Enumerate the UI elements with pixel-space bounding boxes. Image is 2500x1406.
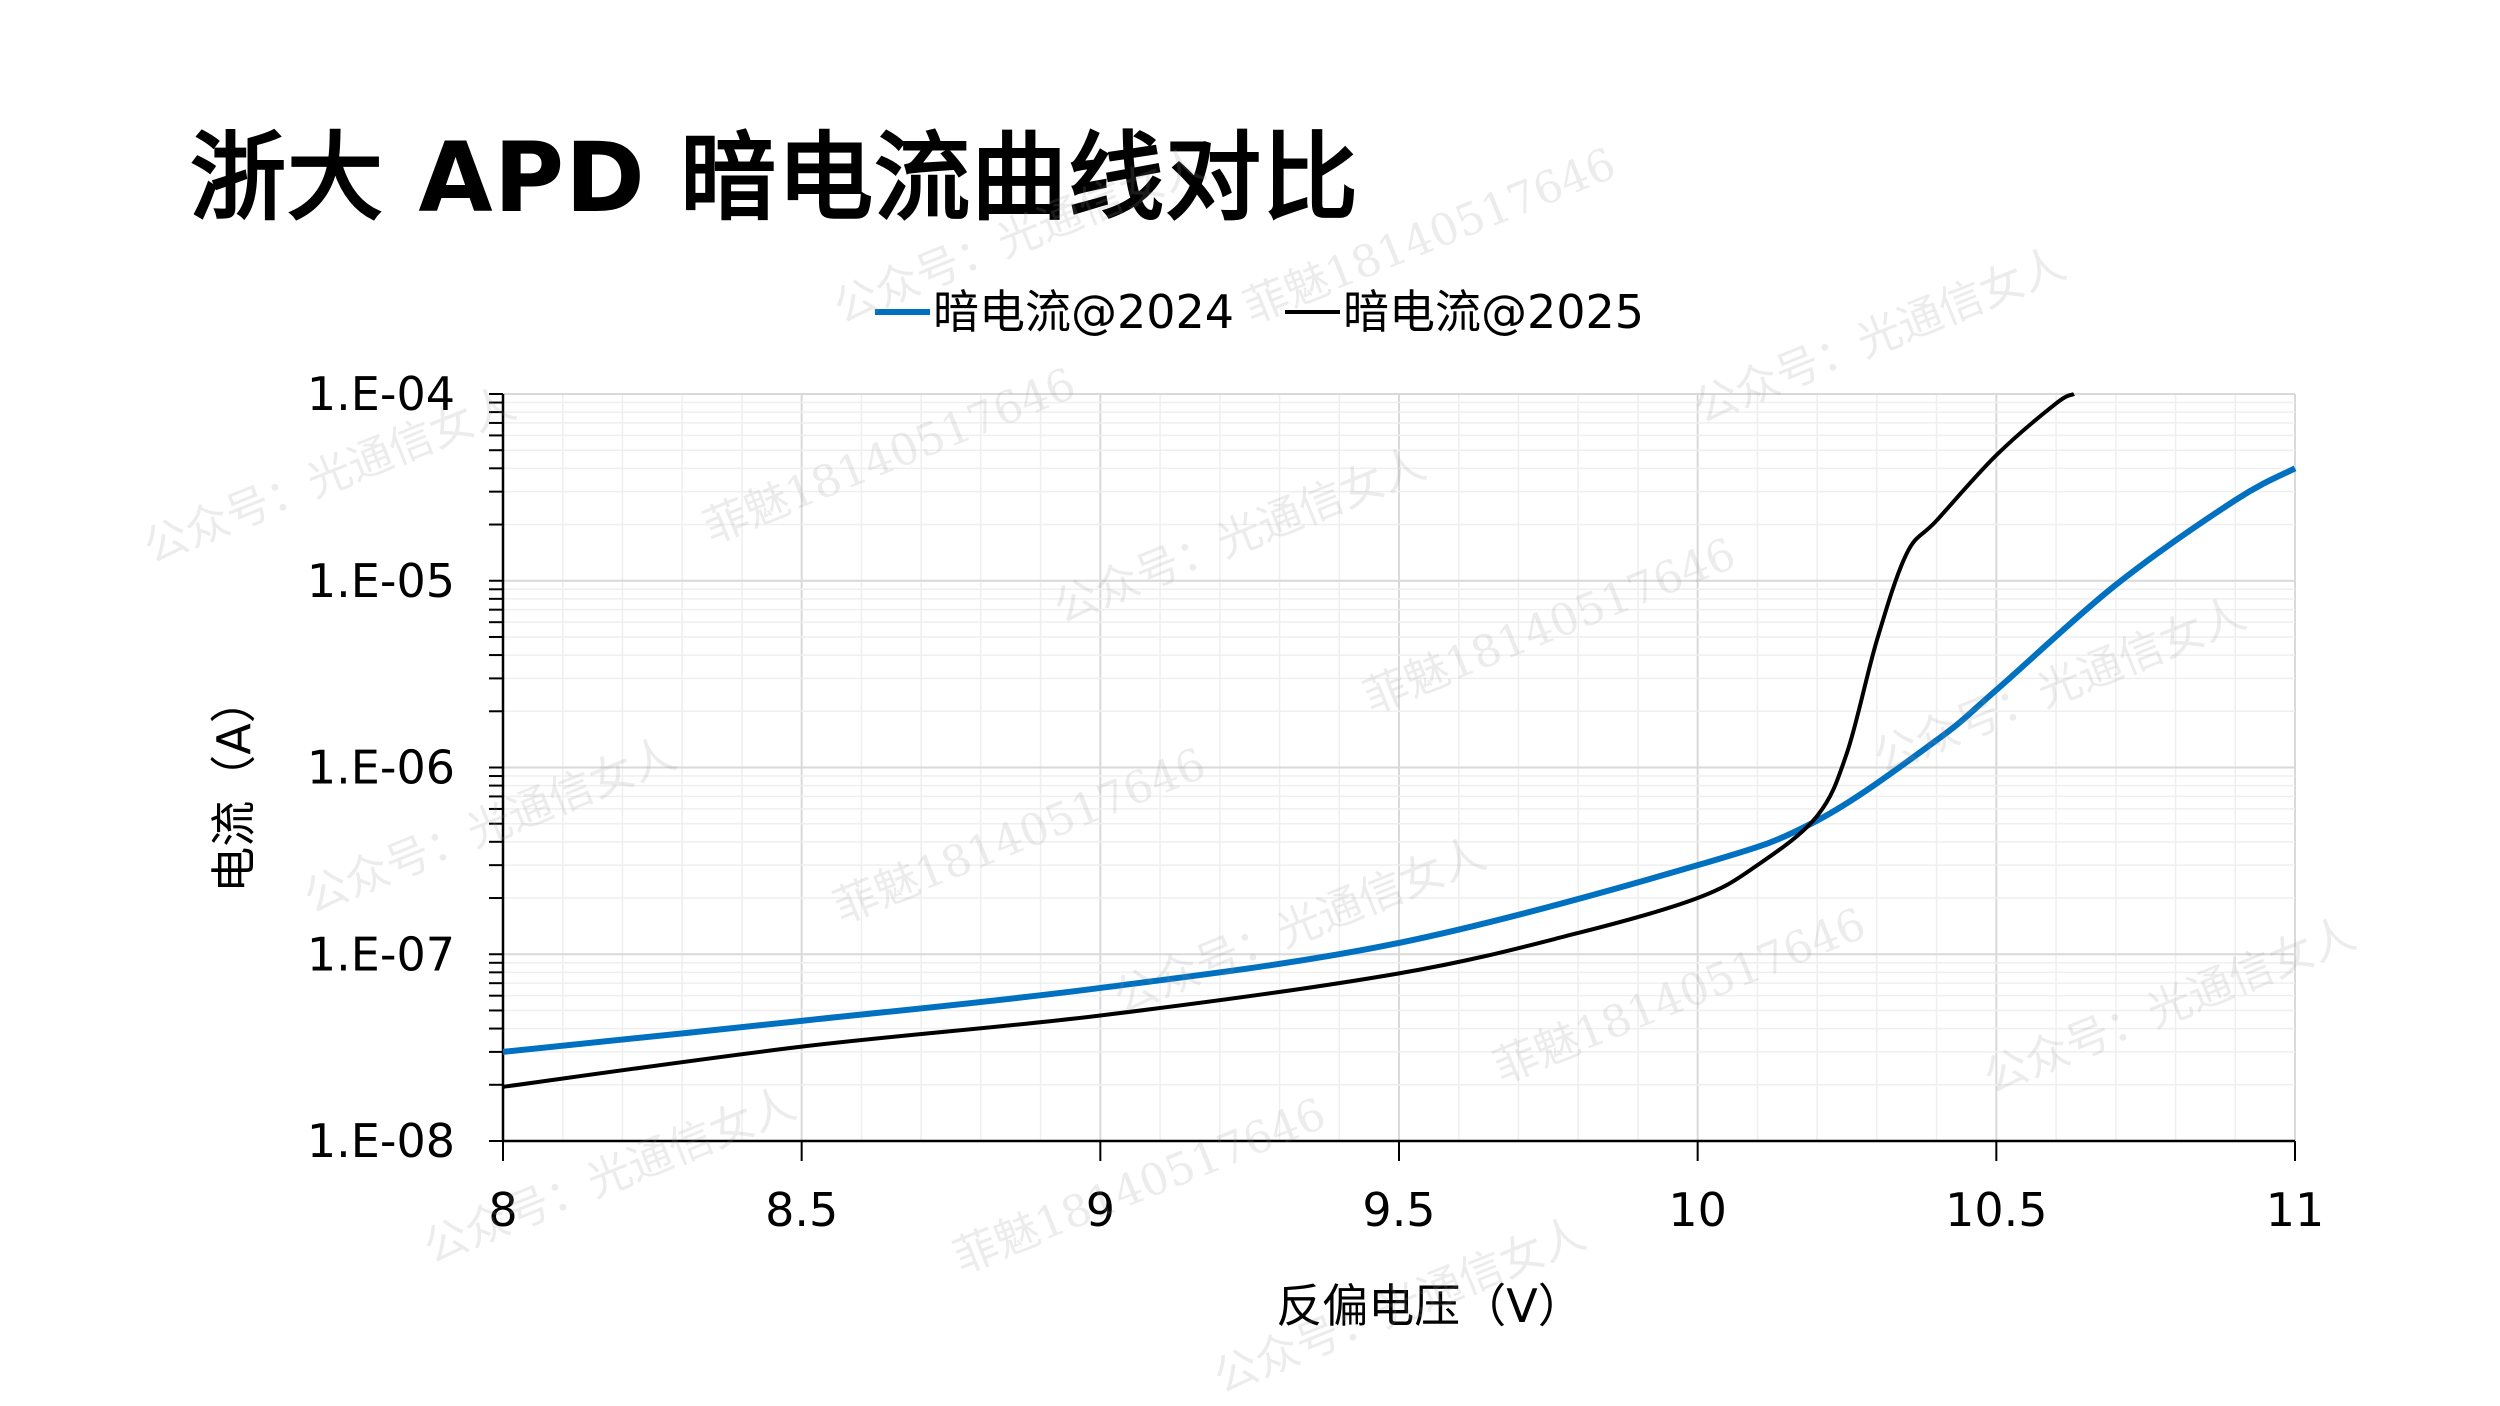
x-tick-label: 10 xyxy=(1668,1183,1727,1237)
legend-label: 暗电流@2025 xyxy=(1343,285,1644,339)
y-axis-label: 电流（A） xyxy=(207,677,261,892)
legend-label: 暗电流@2024 xyxy=(933,285,1234,339)
x-tick-label: 9 xyxy=(1086,1183,1115,1237)
x-tick-label: 8.5 xyxy=(765,1183,838,1237)
series-line-2025 xyxy=(502,392,2075,1089)
x-tick-label: 11 xyxy=(2266,1183,2325,1237)
axes: 8 8.5 9 9.5 10 10.5 11 1.E-08 1.E-07 1.E-06 1.E-05… xyxy=(307,367,2324,1237)
page-title: 浙大 APD 暗电流曲线对比 xyxy=(190,122,1360,234)
y-tick-label: 1.E-04 xyxy=(307,367,455,421)
y-tick-label: 1.E-07 xyxy=(307,927,455,981)
y-tick-label: 1.E-08 xyxy=(307,1114,455,1168)
x-tick-label: 9.5 xyxy=(1362,1183,1435,1237)
x-tick-label: 8 xyxy=(488,1183,517,1237)
x-axis-label: 反偏电压（V） xyxy=(1276,1279,1583,1333)
x-tick-label: 10.5 xyxy=(1945,1183,2047,1237)
legend: 暗电流@2024 暗电流@2025 xyxy=(875,285,1644,339)
y-tick-label: 1.E-05 xyxy=(307,554,455,608)
grid xyxy=(502,393,2296,1142)
y-tick-label: 1.E-06 xyxy=(307,741,455,795)
series-lines xyxy=(502,392,2297,1089)
series-line-2024 xyxy=(502,465,2297,1055)
